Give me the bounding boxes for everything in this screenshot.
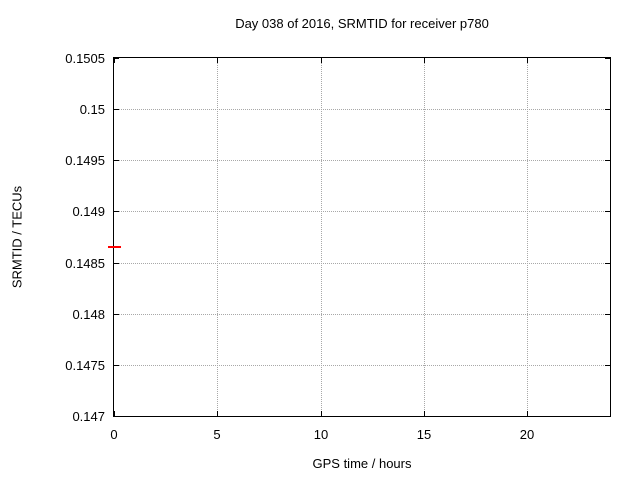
x-tick-mark-bottom xyxy=(527,411,528,416)
y-tick-mark-right xyxy=(605,263,610,264)
x-tick-mark-bottom xyxy=(217,411,218,416)
y-tick-mark-right xyxy=(605,314,610,315)
x-tick-label: 10 xyxy=(313,427,329,442)
y-gridline xyxy=(114,109,610,110)
y-tick-label: 0.149 xyxy=(72,204,105,219)
y-gridline xyxy=(114,211,610,212)
x-tick-label: 0 xyxy=(110,427,118,442)
x-tick-mark-bottom xyxy=(114,411,115,416)
x-gridline xyxy=(321,58,322,416)
x-tick-mark-bottom xyxy=(424,411,425,416)
x-tick-label: 15 xyxy=(416,427,432,442)
y-tick-mark-left xyxy=(114,58,119,59)
y-tick-label: 0.1495 xyxy=(65,153,105,168)
y-tick-label: 0.1505 xyxy=(65,51,105,66)
y-gridline xyxy=(114,365,610,366)
x-tick-mark-top xyxy=(424,58,425,63)
y-gridline xyxy=(114,263,610,264)
y-tick-mark-right xyxy=(605,211,610,212)
y-tick-mark-left xyxy=(114,109,119,110)
x-gridline xyxy=(424,58,425,416)
y-gridline xyxy=(114,160,610,161)
y-tick-mark-left xyxy=(114,416,119,417)
y-gridline xyxy=(114,314,610,315)
chart-title: Day 038 of 2016, SRMTID for receiver p78… xyxy=(235,16,489,31)
x-tick-mark-top xyxy=(321,58,322,63)
x-tick-label: 5 xyxy=(213,427,221,442)
x-tick-label: 20 xyxy=(519,427,535,442)
data-point-dash xyxy=(108,246,121,248)
x-tick-mark-top xyxy=(217,58,218,63)
x-tick-mark-top xyxy=(527,58,528,63)
y-tick-label: 0.148 xyxy=(72,307,105,322)
y-tick-mark-left xyxy=(114,263,119,264)
plot-area: 0 5 10 15 20 0.147 0.1475 0.148 0.1485 0.149 0.149… xyxy=(65,51,611,442)
y-tick-label: 0.1475 xyxy=(65,358,105,373)
x-gridline xyxy=(217,58,218,416)
y-tick-label: 0.147 xyxy=(72,409,105,424)
y-tick-mark-left xyxy=(114,314,119,315)
y-tick-mark-left xyxy=(114,211,119,212)
x-tick-mark-top xyxy=(114,58,115,63)
x-gridline xyxy=(527,58,528,416)
y-tick-mark-right xyxy=(605,416,610,417)
y-tick-mark-right xyxy=(605,58,610,59)
y-tick-mark-right xyxy=(605,160,610,161)
y-tick-mark-right xyxy=(605,365,610,366)
y-axis-label: SRMTID / TECUs xyxy=(9,185,25,289)
y-tick-mark-left xyxy=(114,160,119,161)
x-axis-label: GPS time / hours xyxy=(312,456,412,471)
x-tick-mark-bottom xyxy=(321,411,322,416)
y-tick-label: 0.1485 xyxy=(65,256,105,271)
y-tick-label: 0.15 xyxy=(79,102,105,117)
y-tick-mark-left xyxy=(114,365,119,366)
y-tick-mark-right xyxy=(605,109,610,110)
